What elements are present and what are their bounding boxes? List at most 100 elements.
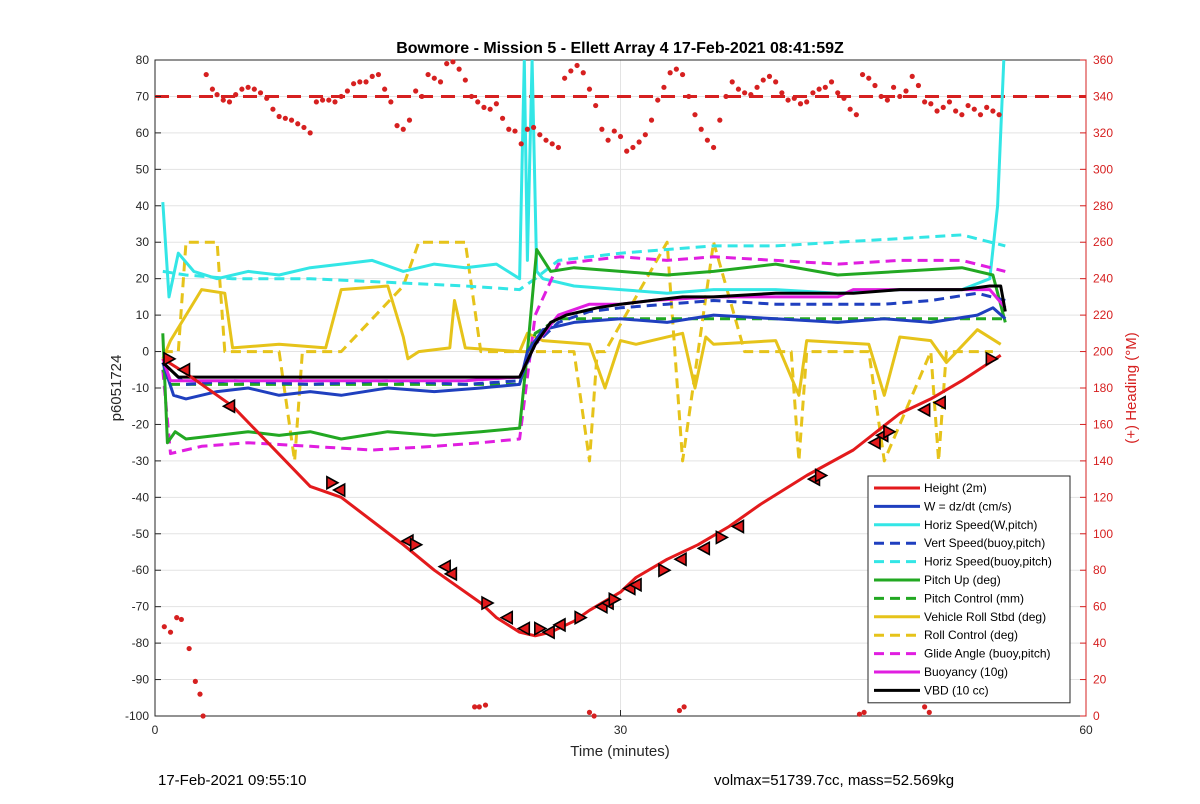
heading-point (599, 126, 605, 132)
y-tick-label: 60 (136, 126, 150, 140)
heading-point (766, 73, 773, 79)
heading-point (475, 99, 481, 105)
heading-point (531, 124, 537, 131)
heading-point (971, 106, 977, 112)
y-tick-label: 30 (136, 235, 150, 249)
legend-label: Vert Speed(buoy,pitch) (924, 536, 1045, 550)
heading-point (295, 121, 301, 127)
y-tick-label: 50 (136, 162, 150, 176)
heading-point (996, 112, 1002, 118)
heading-point (506, 126, 512, 132)
heading-point (977, 112, 984, 118)
heading-point (209, 86, 216, 92)
heading-point (841, 95, 847, 101)
heading-point (351, 81, 357, 87)
height-marker (696, 541, 711, 556)
heading-point (549, 141, 555, 147)
heading-point (338, 93, 344, 100)
heading-point (698, 126, 704, 132)
heading-point (425, 71, 431, 78)
heading-point (872, 82, 878, 89)
heading-point (934, 108, 940, 114)
heading-point (856, 711, 863, 717)
heading-point (167, 629, 174, 635)
heading-point (946, 99, 953, 105)
heading-point (859, 71, 866, 78)
height-marker (658, 562, 672, 578)
right-y-tick-label: 140 (1093, 454, 1113, 468)
heading-point (413, 88, 419, 94)
heading-point (586, 709, 593, 715)
heading-point (591, 713, 597, 719)
height-marker (608, 592, 622, 607)
height-marker (574, 610, 588, 625)
heading-point (220, 97, 226, 103)
heading-point (984, 104, 990, 110)
heading-point (270, 106, 276, 112)
heading-point (388, 99, 394, 105)
heading-point (382, 86, 388, 92)
heading-point (186, 645, 192, 652)
height-marker (916, 402, 931, 418)
height-marker (481, 595, 495, 611)
heading-point (400, 126, 406, 132)
height-marker (541, 624, 555, 640)
heading-point (472, 704, 478, 710)
heading-point (990, 108, 996, 114)
heading-point (568, 68, 574, 74)
heading-point (847, 106, 853, 112)
legend-label: VBD (10 cc) (924, 683, 989, 697)
legend-box (867, 475, 1071, 704)
right-y-tick-label: 40 (1093, 636, 1107, 650)
heading-point (642, 132, 648, 138)
y-axis-label: p6051724 (108, 355, 125, 422)
heading-point (926, 709, 932, 715)
heading-point (779, 90, 785, 96)
height-marker (499, 610, 514, 625)
heading-point (200, 713, 206, 719)
heading-point (605, 137, 611, 143)
heading-point (537, 132, 543, 138)
height-marker (552, 617, 566, 633)
heading-point (717, 117, 723, 123)
heading-point (692, 112, 698, 118)
heading-point (866, 75, 872, 81)
legend-label: Roll Control (deg) (924, 628, 1018, 642)
heading-point (816, 86, 822, 92)
y-tick-label: -80 (132, 636, 150, 650)
heading-point (742, 90, 748, 96)
legend-label: Horiz Speed(W,pitch) (924, 518, 1037, 532)
heading-point (679, 71, 686, 78)
height-marker (932, 395, 946, 410)
heading-point (822, 84, 828, 90)
heading-point (636, 139, 642, 145)
heading-point (456, 66, 462, 72)
right-y-tick-label: 280 (1093, 199, 1113, 213)
right-y-tick-label: 320 (1093, 126, 1113, 140)
heading-point (884, 97, 890, 103)
heading-point (878, 93, 884, 100)
heading-point (586, 86, 593, 92)
height-marker (443, 566, 458, 582)
heading-point (214, 92, 220, 98)
right-y-tick-label: 200 (1093, 345, 1113, 359)
y-tick-label: -30 (132, 454, 150, 468)
heading-point (574, 62, 580, 69)
footer-timestamp: 17-Feb-2021 09:55:10 (158, 772, 307, 789)
height-marker (409, 537, 424, 553)
legend: Height (2m) W = dz/dt (cm/s) Horiz Speed(W… (867, 475, 1071, 704)
chart-title: Bowmore - Mission 5 - Ellett Array 4 17-… (396, 40, 844, 57)
heading-point (953, 108, 959, 114)
footer-volmax-mass: volmax=51739.7cc, mass=52.569kg (714, 772, 955, 789)
series-line-11 (161, 284, 1007, 379)
heading-point (499, 115, 506, 121)
series-layer (161, 60, 1007, 638)
x-tick-label: 30 (614, 723, 628, 737)
y-tick-label: -90 (132, 673, 150, 687)
heading-point (174, 615, 180, 621)
heading-point (203, 71, 209, 78)
heading-point (681, 704, 687, 710)
heading-point (161, 624, 167, 630)
right-y-tick-label: 20 (1093, 673, 1107, 687)
